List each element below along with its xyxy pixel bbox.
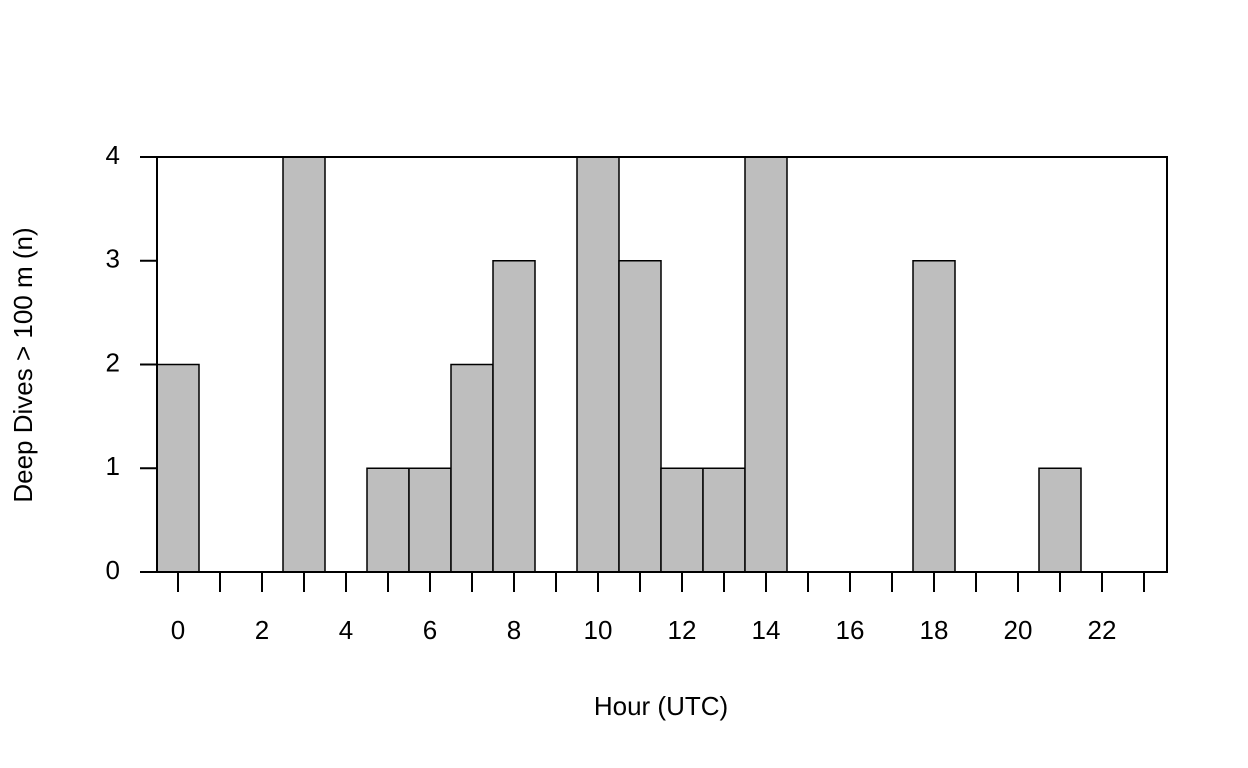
y-tick-label: 0 (106, 555, 120, 585)
y-tick-label: 3 (106, 244, 120, 274)
x-tick-label: 22 (1088, 615, 1117, 645)
x-tick-label: 16 (836, 615, 865, 645)
bar (451, 365, 493, 573)
bar (913, 261, 955, 572)
y-axis-label: Deep Dives > 100 m (n) (8, 227, 38, 502)
bar (367, 468, 409, 572)
bar (619, 261, 661, 572)
bar (703, 468, 745, 572)
bar (1039, 468, 1081, 572)
x-tick-label: 6 (423, 615, 437, 645)
x-tick-label: 14 (752, 615, 781, 645)
y-tick-label: 4 (106, 140, 120, 170)
bar (157, 365, 199, 573)
bar (577, 157, 619, 572)
y-tick-label: 1 (106, 451, 120, 481)
x-tick-label: 12 (668, 615, 697, 645)
x-tick-label: 10 (584, 615, 613, 645)
bar (493, 261, 535, 572)
bar (283, 157, 325, 572)
x-tick-label: 2 (255, 615, 269, 645)
x-axis-label: Hour (UTC) (594, 691, 728, 721)
x-tick-label: 4 (339, 615, 353, 645)
x-tick-label: 8 (507, 615, 521, 645)
bar (409, 468, 451, 572)
x-tick-label: 20 (1004, 615, 1033, 645)
x-tick-label: 0 (171, 615, 185, 645)
bar (661, 468, 703, 572)
x-tick-label: 18 (920, 615, 949, 645)
y-tick-label: 2 (106, 347, 120, 377)
bar (745, 157, 787, 572)
